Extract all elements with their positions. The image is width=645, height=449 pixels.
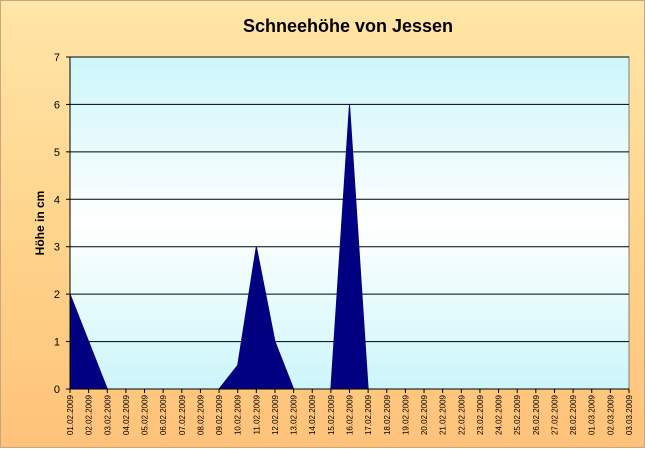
x-tick-label: 23.02.2009 bbox=[476, 394, 485, 435]
x-tick-label: 07.02.2009 bbox=[178, 394, 187, 435]
x-tick-label: 22.02.2009 bbox=[457, 394, 466, 435]
x-tick-label: 11.02.2009 bbox=[252, 394, 261, 434]
x-tick-label: 18.02.2009 bbox=[383, 394, 392, 435]
x-tick-label: 17.02.2009 bbox=[364, 394, 373, 435]
chart-title: Schneehöhe von Jessen bbox=[243, 16, 453, 36]
x-tick-label: 27.02.2009 bbox=[550, 394, 559, 435]
x-tick-label: 15.02.2009 bbox=[327, 394, 336, 435]
x-tick-label: 19.02.2009 bbox=[401, 394, 410, 435]
y-tick-label: 5 bbox=[54, 147, 60, 159]
x-tick-label: 08.02.2009 bbox=[196, 394, 205, 435]
x-tick-label: 26.02.2009 bbox=[532, 394, 541, 435]
y-tick-label: 4 bbox=[54, 194, 60, 206]
y-tick-label: 1 bbox=[54, 337, 60, 349]
axes bbox=[66, 56, 630, 393]
x-tick-label: 13.02.2009 bbox=[290, 394, 299, 435]
x-tick-label: 28.02.2009 bbox=[569, 394, 578, 435]
y-tick-labels: 0 1 2 3 4 5 6 7 bbox=[54, 52, 60, 396]
x-tick-label: 03.03.2009 bbox=[625, 394, 634, 435]
y-tick-label: 2 bbox=[54, 289, 60, 301]
x-tick-label: 02.02.2009 bbox=[85, 394, 94, 435]
y-axis-label: Höhe in cm bbox=[33, 191, 47, 256]
y-tick-label: 0 bbox=[54, 384, 60, 396]
x-tick-label: 12.02.2009 bbox=[271, 394, 280, 435]
x-tick-label: 01.02.2009 bbox=[66, 394, 75, 435]
x-tick-label: 14.02.2009 bbox=[308, 394, 317, 435]
x-tick-label: 25.02.2009 bbox=[513, 394, 522, 435]
x-tick-label: 05.02.2009 bbox=[141, 394, 150, 435]
x-tick-label: 21.02.2009 bbox=[439, 394, 448, 435]
x-tick-label: 03.02.2009 bbox=[103, 394, 112, 435]
y-tick-label: 6 bbox=[54, 99, 60, 111]
x-tick-label: 02.03.2009 bbox=[606, 394, 615, 435]
y-tick-label: 3 bbox=[54, 242, 60, 254]
y-tick-label: 7 bbox=[54, 52, 60, 64]
x-tick-label: 09.02.2009 bbox=[215, 394, 224, 435]
x-tick-label: 20.02.2009 bbox=[420, 394, 429, 435]
x-tick-label: 06.02.2009 bbox=[159, 394, 168, 435]
x-tick-label: 16.02.2009 bbox=[346, 394, 355, 435]
x-tick-labels: 01.02.2009 02.02.2009 03.02.2009 04.02.2009… bbox=[66, 394, 634, 435]
x-tick-label: 10.02.2009 bbox=[234, 394, 243, 435]
x-tick-label: 01.03.2009 bbox=[588, 394, 597, 435]
x-tick-label: 24.02.2009 bbox=[495, 394, 504, 435]
x-tick-label: 04.02.2009 bbox=[122, 394, 131, 435]
